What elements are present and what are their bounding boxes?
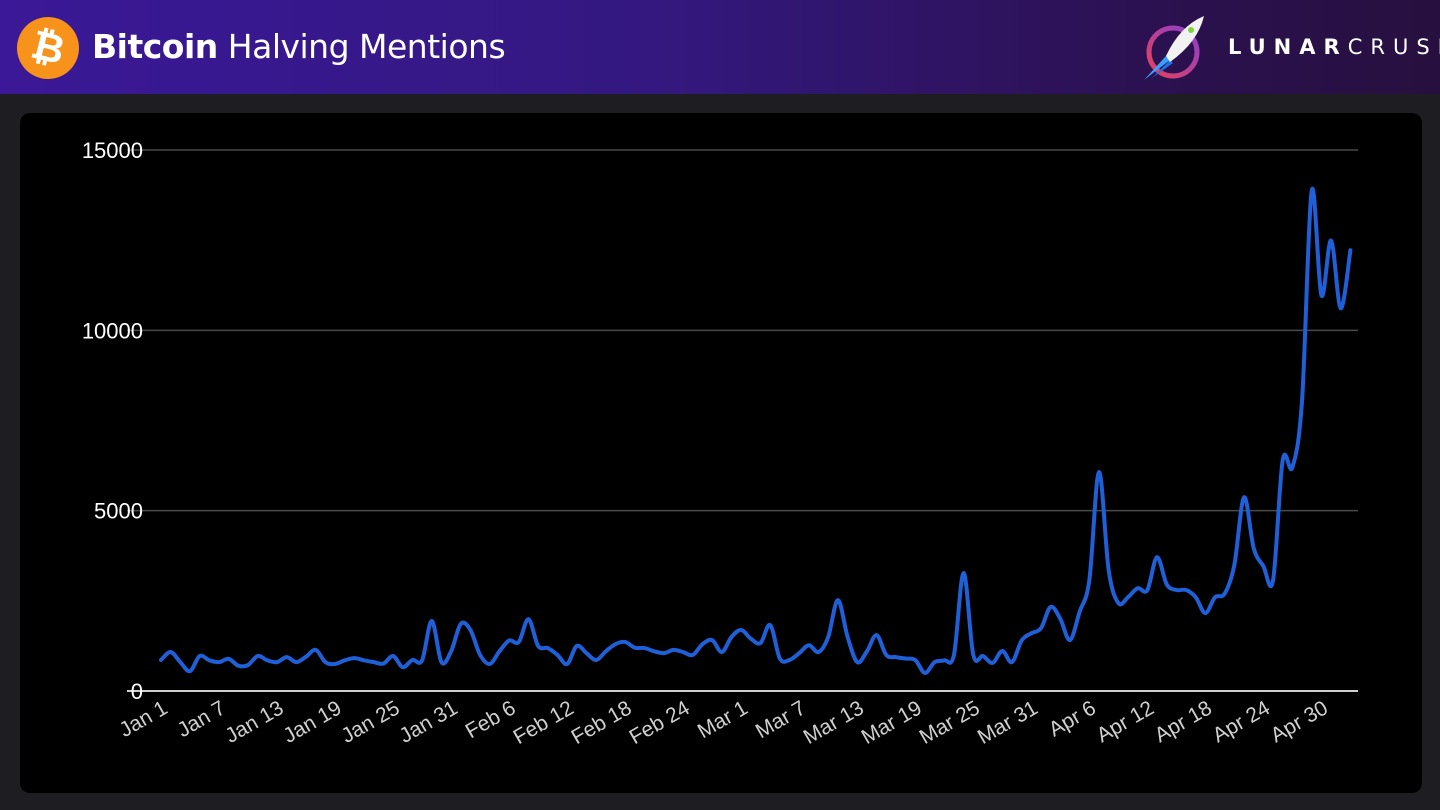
x-tick-label: Apr 30 <box>1267 696 1332 747</box>
x-tick-label: Mar 7 <box>752 696 810 743</box>
x-tick-label: Feb 12 <box>510 696 578 749</box>
x-tick-label: Mar 19 <box>858 696 926 749</box>
x-tick-label: Apr 18 <box>1151 696 1216 747</box>
x-tick-label: Jan 19 <box>279 696 345 747</box>
x-tick-label: Mar 25 <box>916 696 984 749</box>
header-bar: ₿ Bitcoin Halving Mentions LUNARCRUSH <box>0 0 1440 94</box>
rocket-logo-icon <box>1144 16 1204 80</box>
series-line-mentions <box>159 186 1353 675</box>
brand-name: LUNARCRUSH <box>1228 35 1440 59</box>
brand-rest: CRUSH <box>1347 35 1440 59</box>
y-tick-label: 10000 <box>82 318 143 343</box>
x-tick-label: Jan 1 <box>116 696 172 742</box>
brand-bold: LUNAR <box>1228 35 1348 59</box>
x-tick-label: Mar 1 <box>694 696 752 743</box>
y-tick-label: 0 <box>131 679 143 704</box>
x-tick-label: Jan 31 <box>395 696 461 747</box>
x-tick-label: Feb 6 <box>462 696 520 743</box>
x-tick-label: Apr 12 <box>1093 696 1158 747</box>
x-tick-label: Jan 13 <box>221 696 287 747</box>
chart-panel <box>20 113 1422 793</box>
title-bold: Bitcoin <box>92 27 218 66</box>
x-tick-label: Jan 25 <box>337 696 403 747</box>
x-tick-label: Feb 24 <box>626 696 694 749</box>
x-tick-label: Feb 18 <box>568 696 636 749</box>
x-tick-label: Apr 6 <box>1045 696 1100 741</box>
y-tick-label: 15000 <box>82 138 143 163</box>
y-tick-label: 5000 <box>94 499 143 524</box>
x-tick-label: Mar 31 <box>974 696 1042 749</box>
title-rest: Halving Mentions <box>227 27 506 66</box>
x-tick-label: Jan 7 <box>174 696 230 742</box>
x-tick-label: Apr 24 <box>1209 696 1274 747</box>
x-tick-label: Mar 13 <box>800 696 868 749</box>
page-title: Bitcoin Halving Mentions <box>92 27 506 66</box>
